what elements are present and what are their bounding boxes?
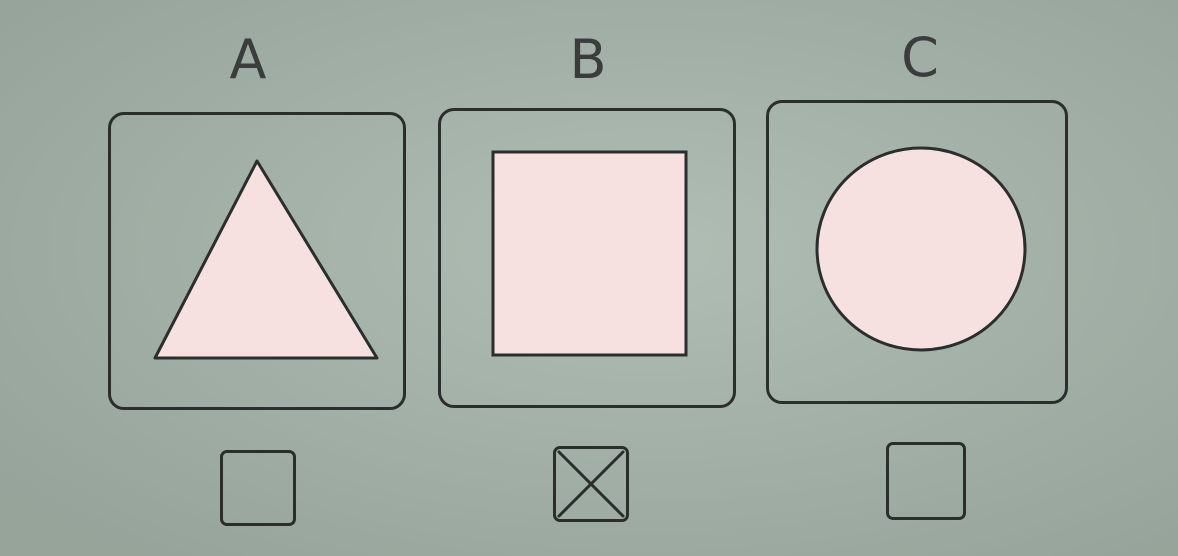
square-shape-svg [491, 150, 688, 357]
circle-shape-svg [815, 146, 1027, 352]
circle-shape [815, 146, 1027, 352]
option-a-checkbox[interactable] [220, 450, 296, 526]
option-a-panel [108, 112, 406, 410]
cross-mark-icon [557, 450, 625, 518]
triangle-shape [153, 159, 379, 360]
triangle-shape-svg [153, 159, 379, 360]
square-shape [491, 150, 688, 357]
option-c-panel [766, 100, 1068, 404]
option-c-label: C [901, 26, 939, 89]
option-b-panel [438, 108, 736, 408]
option-c-checkbox[interactable] [886, 442, 966, 520]
option-a-label: A [229, 28, 267, 91]
option-b-checkbox[interactable] [553, 446, 629, 522]
option-b-label: B [569, 28, 607, 91]
